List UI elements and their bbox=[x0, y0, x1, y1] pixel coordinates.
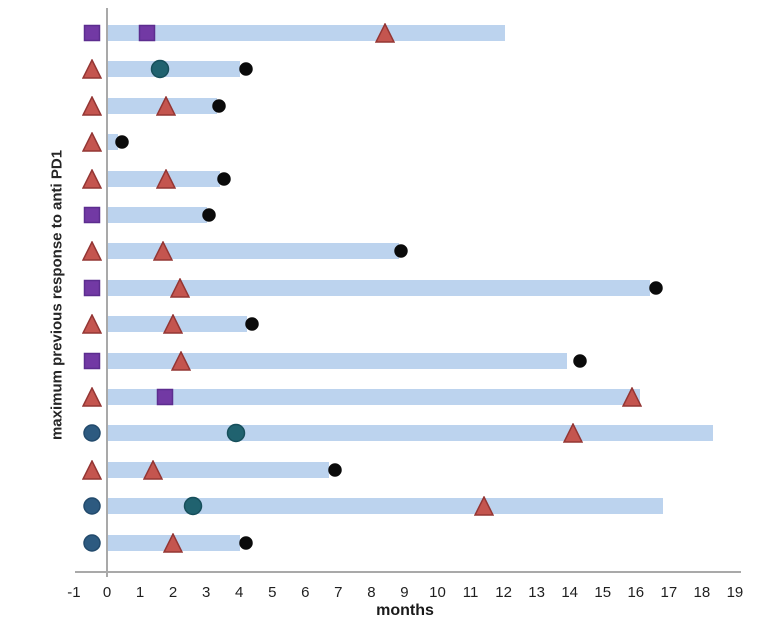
red-triangle-icon bbox=[473, 495, 494, 516]
red-triangle-icon bbox=[81, 167, 103, 189]
red-triangle-icon bbox=[169, 277, 190, 298]
x-tick-label: 15 bbox=[594, 584, 612, 601]
black-dot-icon bbox=[115, 135, 129, 149]
red-triangle-icon bbox=[81, 313, 103, 334]
red-triangle-icon bbox=[162, 531, 184, 553]
teal-circle-icon bbox=[226, 424, 246, 443]
duration-bar bbox=[108, 25, 505, 41]
red-triangle-icon bbox=[162, 313, 184, 334]
black-dot-icon bbox=[212, 99, 227, 113]
x-tick-label: 10 bbox=[429, 584, 446, 601]
x-axis-label: months bbox=[376, 602, 434, 619]
x-tick-label: 3 bbox=[201, 584, 211, 601]
purple-square-icon bbox=[156, 388, 174, 406]
x-tick-label: 16 bbox=[627, 584, 645, 601]
black-dot-icon bbox=[394, 244, 408, 259]
red-triangle-icon bbox=[81, 386, 103, 407]
x-tick-label: 13 bbox=[528, 584, 545, 601]
x-tick-label: 8 bbox=[367, 584, 376, 601]
x-tick-label: 4 bbox=[235, 584, 244, 601]
purple-square-icon bbox=[138, 24, 155, 42]
black-dot-icon bbox=[328, 463, 342, 477]
x-tick-label: 5 bbox=[268, 584, 277, 601]
navy-circle-icon bbox=[83, 497, 101, 515]
duration-bar bbox=[108, 461, 330, 478]
red-triangle-icon bbox=[81, 459, 103, 480]
x-tick-label: -1 bbox=[67, 584, 81, 601]
purple-square-icon bbox=[83, 206, 101, 224]
red-triangle-icon bbox=[81, 240, 103, 262]
duration-bar bbox=[108, 207, 208, 223]
duration-bar bbox=[108, 61, 241, 78]
x-tick-label: 7 bbox=[334, 584, 343, 601]
red-triangle-icon bbox=[374, 22, 395, 43]
red-triangle-icon bbox=[152, 240, 174, 262]
purple-square-icon bbox=[83, 352, 101, 369]
duration-bar bbox=[108, 243, 399, 260]
duration-bar bbox=[108, 352, 568, 369]
red-triangle-icon bbox=[81, 58, 103, 80]
x-tick-label: 14 bbox=[561, 584, 579, 601]
x-tick-label: 18 bbox=[693, 584, 711, 601]
black-dot-icon bbox=[239, 535, 253, 550]
purple-square-icon bbox=[83, 279, 101, 297]
duration-bar bbox=[108, 425, 713, 442]
duration-bar bbox=[108, 389, 641, 405]
x-tick-label: 6 bbox=[301, 584, 310, 601]
black-dot-icon bbox=[217, 171, 232, 186]
navy-circle-icon bbox=[83, 533, 101, 552]
duration-bar bbox=[108, 134, 118, 151]
black-dot-icon bbox=[245, 317, 260, 331]
teal-circle-icon bbox=[183, 496, 203, 516]
x-tick-label: 9 bbox=[400, 584, 409, 601]
teal-circle-icon bbox=[150, 60, 170, 79]
red-triangle-icon bbox=[171, 349, 192, 371]
x-tick-label: 0 bbox=[102, 584, 112, 601]
red-triangle-icon bbox=[81, 95, 103, 116]
red-triangle-icon bbox=[562, 422, 584, 444]
red-triangle-icon bbox=[81, 131, 103, 152]
red-triangle-icon bbox=[143, 459, 164, 480]
black-dot-icon bbox=[202, 208, 217, 222]
black-dot-icon bbox=[239, 62, 253, 77]
purple-square-icon bbox=[83, 24, 101, 42]
x-tick-label: 12 bbox=[495, 584, 512, 601]
duration-bar bbox=[108, 279, 651, 296]
x-tick-label: 1 bbox=[135, 584, 145, 601]
red-triangle-icon bbox=[156, 167, 177, 189]
red-triangle-icon bbox=[156, 95, 177, 116]
black-dot-icon bbox=[648, 281, 663, 295]
x-tick-label: 17 bbox=[660, 584, 678, 601]
duration-bar bbox=[108, 498, 664, 515]
x-axis-line bbox=[75, 571, 741, 573]
y-axis-line bbox=[106, 8, 108, 577]
black-dot-icon bbox=[572, 353, 587, 368]
x-tick-label: 2 bbox=[168, 584, 178, 601]
x-tick-label: 19 bbox=[726, 584, 744, 601]
x-tick-label: 11 bbox=[462, 584, 479, 601]
navy-circle-icon bbox=[83, 424, 101, 443]
red-triangle-icon bbox=[622, 386, 643, 407]
